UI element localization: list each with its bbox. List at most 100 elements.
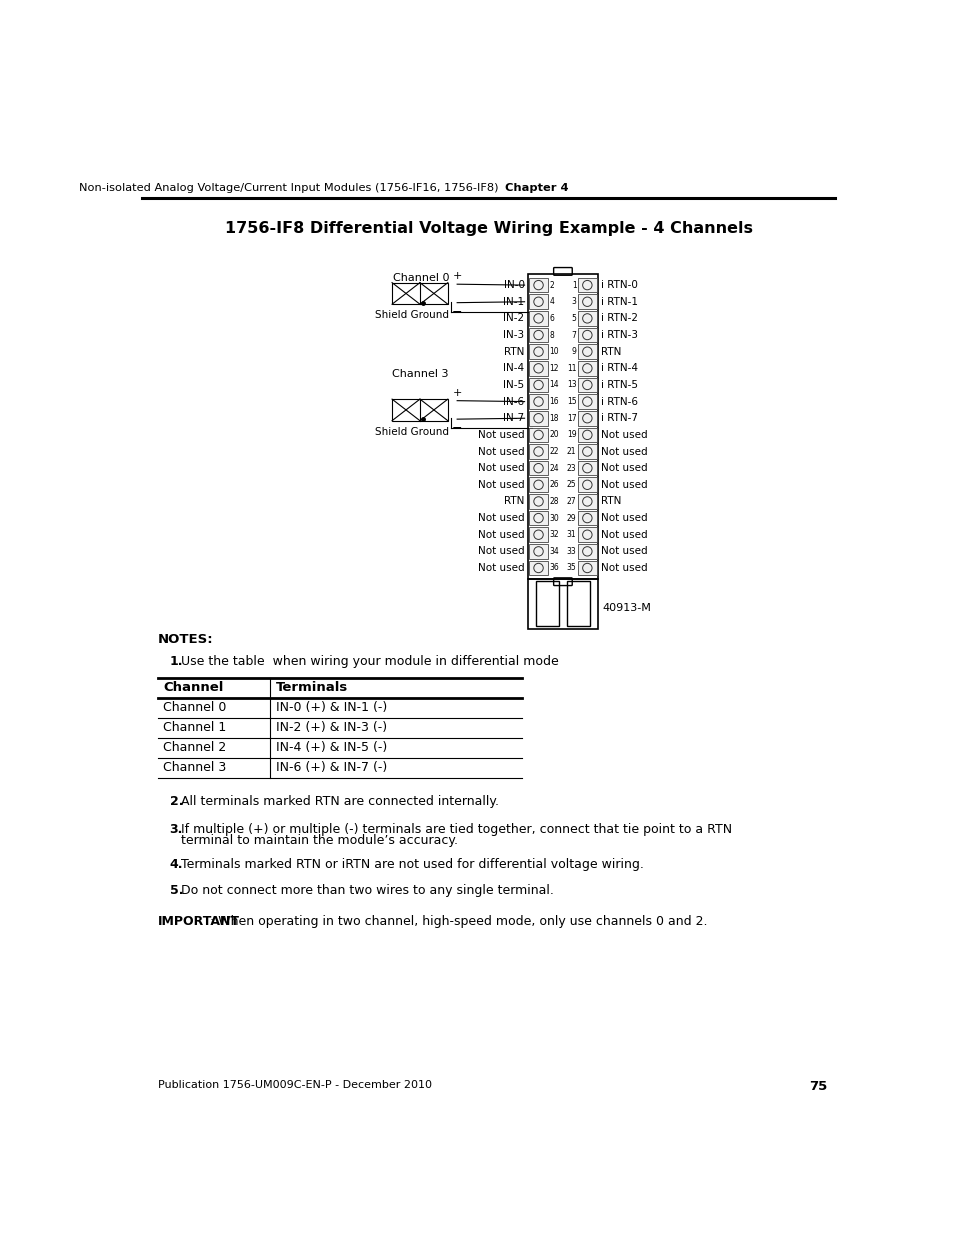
Text: 5: 5 bbox=[571, 314, 576, 322]
Bar bbox=[527, 274, 598, 579]
Text: Not used: Not used bbox=[477, 546, 524, 556]
Text: Not used: Not used bbox=[477, 479, 524, 490]
Text: Channel 3: Channel 3 bbox=[392, 369, 448, 379]
Bar bbox=[578, 378, 596, 393]
Bar bbox=[578, 278, 596, 293]
Text: Not used: Not used bbox=[600, 447, 647, 457]
Text: All terminals marked RTN are connected internally.: All terminals marked RTN are connected i… bbox=[181, 795, 498, 808]
Bar bbox=[529, 511, 547, 525]
Text: Not used: Not used bbox=[477, 530, 524, 540]
Text: 75: 75 bbox=[808, 1079, 827, 1093]
Bar bbox=[529, 394, 547, 409]
Text: Chapter 4: Chapter 4 bbox=[505, 183, 568, 193]
Text: 17: 17 bbox=[566, 414, 576, 422]
Text: Not used: Not used bbox=[600, 563, 647, 573]
Text: 14: 14 bbox=[549, 380, 558, 389]
Bar bbox=[578, 445, 596, 459]
Text: i RTN-5: i RTN-5 bbox=[600, 380, 638, 390]
Bar bbox=[578, 427, 596, 442]
Bar bbox=[529, 294, 547, 309]
Text: 27: 27 bbox=[566, 496, 576, 506]
Bar bbox=[529, 561, 547, 576]
Text: 6: 6 bbox=[549, 314, 554, 322]
Text: i RTN-7: i RTN-7 bbox=[600, 414, 638, 424]
Bar bbox=[578, 294, 596, 309]
Text: 20: 20 bbox=[549, 430, 558, 440]
Text: Terminals: Terminals bbox=[275, 680, 348, 694]
Bar bbox=[536, 580, 558, 626]
Text: Do not connect more than two wires to any single terminal.: Do not connect more than two wires to an… bbox=[181, 884, 554, 898]
Bar bbox=[529, 461, 547, 475]
Text: Not used: Not used bbox=[600, 530, 647, 540]
Text: 19: 19 bbox=[566, 430, 576, 440]
Text: Not used: Not used bbox=[477, 430, 524, 440]
Text: 15: 15 bbox=[566, 398, 576, 406]
Text: Not used: Not used bbox=[477, 513, 524, 524]
Text: 16: 16 bbox=[549, 398, 558, 406]
Text: Channel 1: Channel 1 bbox=[163, 721, 227, 734]
Text: 22: 22 bbox=[549, 447, 558, 456]
Text: 5.: 5. bbox=[170, 884, 183, 898]
Text: 8: 8 bbox=[549, 331, 554, 340]
Text: 2: 2 bbox=[549, 280, 554, 290]
Text: 3.: 3. bbox=[170, 823, 183, 836]
Text: 18: 18 bbox=[549, 414, 558, 422]
Text: 21: 21 bbox=[566, 447, 576, 456]
Text: −: − bbox=[452, 306, 462, 319]
Bar bbox=[578, 327, 596, 342]
Bar bbox=[529, 527, 547, 542]
Text: IN-2 (+) & IN-3 (-): IN-2 (+) & IN-3 (-) bbox=[275, 721, 387, 734]
Text: Publication 1756-UM009C-EN-P - December 2010: Publication 1756-UM009C-EN-P - December … bbox=[158, 1079, 432, 1091]
Text: Channel 0: Channel 0 bbox=[393, 273, 449, 283]
Text: RTN: RTN bbox=[504, 496, 524, 506]
Text: IN-6: IN-6 bbox=[503, 396, 524, 406]
Text: 2.: 2. bbox=[170, 795, 183, 808]
Text: 4: 4 bbox=[549, 298, 554, 306]
Bar bbox=[578, 311, 596, 326]
Text: 25: 25 bbox=[566, 480, 576, 489]
Text: 33: 33 bbox=[566, 547, 576, 556]
Text: Channel 3: Channel 3 bbox=[163, 761, 227, 774]
Bar bbox=[578, 561, 596, 576]
Text: IN-4 (+) & IN-5 (-): IN-4 (+) & IN-5 (-) bbox=[275, 741, 387, 755]
Bar bbox=[578, 527, 596, 542]
Text: 31: 31 bbox=[566, 530, 576, 540]
Text: 34: 34 bbox=[549, 547, 558, 556]
Text: IN-2: IN-2 bbox=[503, 314, 524, 324]
Text: Non-isolated Analog Voltage/Current Input Modules (1756-IF16, 1756-IF8): Non-isolated Analog Voltage/Current Inpu… bbox=[79, 183, 498, 193]
Text: Not used: Not used bbox=[600, 479, 647, 490]
Bar bbox=[578, 361, 596, 375]
Bar bbox=[529, 494, 547, 509]
Text: IMPORTANT: IMPORTANT bbox=[158, 915, 240, 929]
Bar bbox=[578, 411, 596, 426]
Text: IN-0 (+) & IN-1 (-): IN-0 (+) & IN-1 (-) bbox=[275, 701, 387, 714]
Text: 10: 10 bbox=[549, 347, 558, 356]
Text: 36: 36 bbox=[549, 563, 558, 573]
Text: If multiple (+) or multiple (-) terminals are tied together, connect that tie po: If multiple (+) or multiple (-) terminal… bbox=[181, 823, 732, 836]
Text: RTN: RTN bbox=[600, 496, 621, 506]
Text: 29: 29 bbox=[566, 514, 576, 522]
Text: Shield Ground: Shield Ground bbox=[375, 310, 448, 320]
Bar bbox=[566, 580, 590, 626]
Text: 9: 9 bbox=[571, 347, 576, 356]
Text: 32: 32 bbox=[549, 530, 558, 540]
Text: 13: 13 bbox=[566, 380, 576, 389]
Bar bbox=[529, 345, 547, 359]
Text: IN-3: IN-3 bbox=[503, 330, 524, 340]
Text: i RTN-0: i RTN-0 bbox=[600, 280, 638, 290]
Bar bbox=[578, 345, 596, 359]
Bar bbox=[529, 445, 547, 459]
Text: 7: 7 bbox=[571, 331, 576, 340]
Text: 24: 24 bbox=[549, 463, 558, 473]
Text: Not used: Not used bbox=[477, 463, 524, 473]
Text: i RTN-3: i RTN-3 bbox=[600, 330, 638, 340]
Text: IN-4: IN-4 bbox=[503, 363, 524, 373]
Text: 1756-IF8 Differential Voltage Wiring Example - 4 Channels: 1756-IF8 Differential Voltage Wiring Exa… bbox=[225, 221, 752, 236]
Bar bbox=[529, 411, 547, 426]
Text: Channel 2: Channel 2 bbox=[163, 741, 227, 755]
Text: 12: 12 bbox=[549, 364, 558, 373]
Text: 1: 1 bbox=[571, 280, 576, 290]
Bar bbox=[529, 427, 547, 442]
Bar bbox=[529, 478, 547, 492]
Bar bbox=[529, 378, 547, 393]
